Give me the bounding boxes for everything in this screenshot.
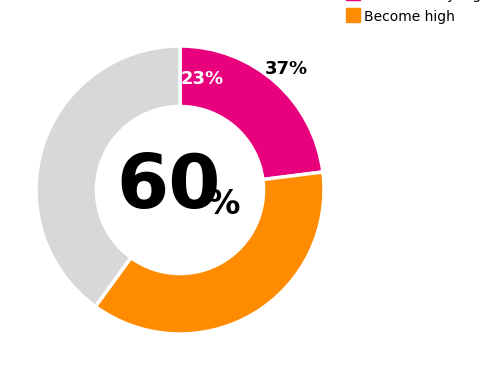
Legend: Become very high, Become high: Become very high, Become high [346,0,490,24]
Wedge shape [96,172,324,334]
Text: 23%: 23% [181,70,224,87]
Wedge shape [36,46,180,307]
Text: 60: 60 [116,150,220,223]
Text: 37%: 37% [266,60,308,78]
Text: %: % [206,188,240,221]
Wedge shape [180,46,323,179]
